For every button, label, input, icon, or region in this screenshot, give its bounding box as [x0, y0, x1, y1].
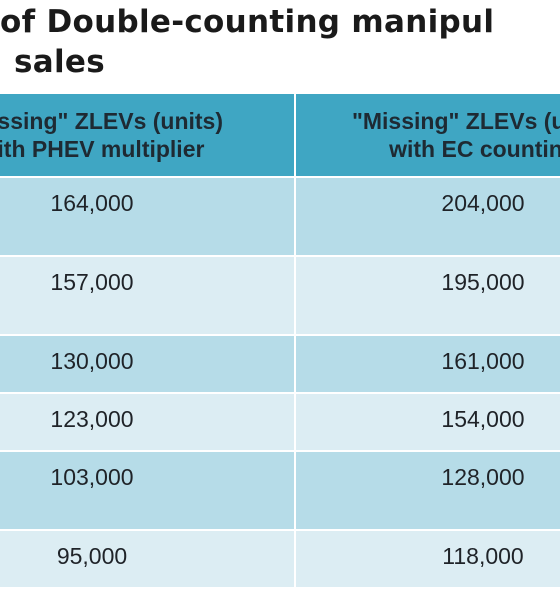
- cell-phev: 164,000: [0, 176, 296, 256]
- table-row: 157,000 195,000: [0, 255, 560, 335]
- cell-phev: 157,000: [0, 255, 296, 335]
- cell-ec: 154,000: [295, 392, 560, 451]
- slide-title: of Double-counting manipul sales: [0, 2, 560, 86]
- table-row: 123,000 154,000: [0, 392, 560, 451]
- header-phev-multiplier: "Missing" ZLEVs (units) with PHEV multip…: [0, 94, 296, 177]
- cell-phev: 95,000: [0, 529, 296, 587]
- header-ec-counting: "Missing" ZLEVs (units) with EC counting: [295, 94, 560, 177]
- cell-ec: 118,000: [295, 529, 560, 587]
- cell-ec: 161,000: [295, 334, 560, 393]
- table-row: 103,000 128,000: [0, 450, 560, 530]
- header-ec-line-2: with EC counting: [389, 136, 560, 162]
- table-header-row: "Missing" ZLEVs (units) with PHEV multip…: [0, 94, 560, 177]
- table-row: 164,000 204,000: [0, 176, 560, 256]
- title-line-1: of Double-counting manipul: [0, 4, 495, 40]
- zlev-table-container: "Missing" ZLEVs (units) with PHEV multip…: [0, 94, 560, 590]
- header-phev-line-2: with PHEV multiplier: [0, 136, 205, 162]
- zlev-table: "Missing" ZLEVs (units) with PHEV multip…: [0, 94, 560, 587]
- title-line-2: sales: [14, 44, 105, 80]
- cell-ec: 195,000: [295, 255, 560, 335]
- cell-phev: 123,000: [0, 392, 296, 451]
- cell-ec: 128,000: [295, 450, 560, 530]
- table-row: 130,000 161,000: [0, 334, 560, 393]
- cell-phev: 130,000: [0, 334, 296, 393]
- table-row: 95,000 118,000: [0, 529, 560, 587]
- header-phev-line-1: "Missing" ZLEVs (units): [0, 108, 224, 134]
- header-ec-line-1: "Missing" ZLEVs (units): [351, 108, 560, 134]
- cell-phev: 103,000: [0, 450, 296, 530]
- cell-ec: 204,000: [295, 176, 560, 256]
